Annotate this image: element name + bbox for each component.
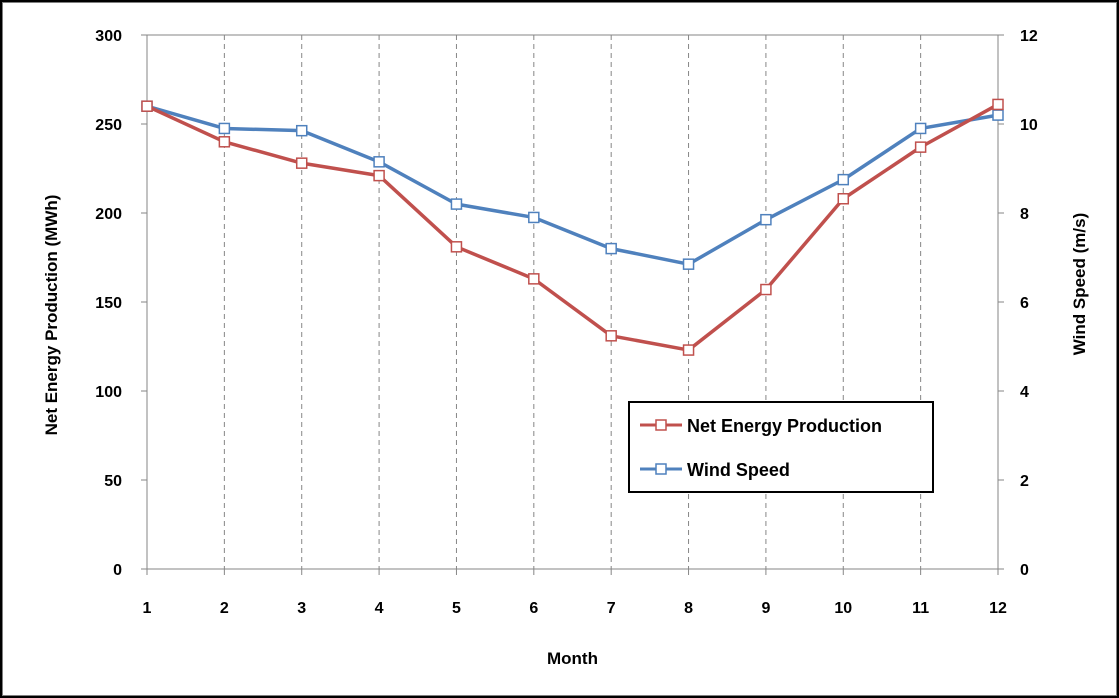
data-point-wind-speed xyxy=(528,211,540,224)
data-point-wind-speed xyxy=(605,242,617,255)
x-tick-label: 1 xyxy=(143,600,152,617)
y-tick-label: 150 xyxy=(95,295,122,312)
y-tick-label: 100 xyxy=(95,384,122,401)
series-layer xyxy=(141,98,1004,356)
y-tick-label: 200 xyxy=(95,206,122,223)
data-point-net-energy-production xyxy=(605,330,617,342)
y-axis-right-title: Wind Speed (m/s) xyxy=(1070,213,1089,355)
y2-tick-label: 8 xyxy=(1020,206,1029,223)
legend: Net Energy Production Wind Speed xyxy=(628,401,934,493)
series-line-net-energy-production xyxy=(146,102,999,352)
x-tick-label: 6 xyxy=(529,600,538,617)
data-point-wind-speed xyxy=(218,122,231,135)
legend-label-net-energy: Net Energy Production xyxy=(687,416,882,436)
data-point-net-energy-production xyxy=(295,157,308,169)
y2-tick-label: 10 xyxy=(1020,117,1038,134)
data-point-wind-speed xyxy=(914,122,927,135)
legend-marker-net-energy xyxy=(655,419,667,431)
x-tick-label: 7 xyxy=(607,600,616,617)
data-point-net-energy-production xyxy=(450,241,463,253)
x-tick-label: 4 xyxy=(375,600,384,617)
series-line-wind-speed xyxy=(146,104,999,266)
data-point-wind-speed xyxy=(837,173,850,186)
x-tick-label: 12 xyxy=(989,600,1007,617)
y-tick-label: 300 xyxy=(95,28,122,45)
x-axis-title: Month xyxy=(547,649,598,668)
data-point-net-energy-production xyxy=(914,141,927,153)
x-tick-label: 3 xyxy=(297,600,306,617)
legend-label-wind-speed: Wind Speed xyxy=(687,460,790,480)
y2-tick-label: 12 xyxy=(1020,28,1038,45)
data-point-net-energy-production xyxy=(760,283,772,296)
y-tick-label: 250 xyxy=(95,117,122,134)
data-point-wind-speed xyxy=(295,124,308,137)
data-point-wind-speed xyxy=(373,156,385,168)
data-point-wind-speed xyxy=(682,258,695,270)
data-point-net-energy-production xyxy=(218,136,231,148)
y-axis-right: 0 2 4 6 8 10 12 xyxy=(998,28,1038,579)
x-tick-label: 5 xyxy=(452,600,461,617)
x-tick-label: 8 xyxy=(684,600,693,617)
data-point-net-energy-production xyxy=(141,100,153,112)
data-point-net-energy-production xyxy=(528,273,540,285)
data-point-net-energy-production xyxy=(373,169,385,182)
y2-tick-label: 6 xyxy=(1020,295,1029,312)
y2-tick-label: 2 xyxy=(1020,473,1029,490)
y-axis-left: 0 50 100 150 200 250 300 xyxy=(95,28,147,579)
data-point-net-energy-production xyxy=(682,344,695,356)
data-point-wind-speed xyxy=(760,213,772,226)
legend-box xyxy=(628,401,934,493)
y-tick-label: 0 xyxy=(113,562,122,579)
x-tick-label: 9 xyxy=(761,600,770,617)
legend-marker-wind-speed xyxy=(655,463,667,475)
data-point-wind-speed xyxy=(992,109,1004,121)
data-point-wind-speed xyxy=(450,198,463,210)
x-tick-label: 2 xyxy=(220,600,229,617)
y-tick-label: 50 xyxy=(104,473,122,490)
y-axis-left-title: Net Energy Production (MWh) xyxy=(42,195,61,436)
y2-tick-label: 0 xyxy=(1020,562,1029,579)
x-tick-label: 10 xyxy=(834,600,852,617)
y2-tick-label: 4 xyxy=(1020,384,1029,401)
data-point-net-energy-production xyxy=(992,98,1004,111)
x-axis: 1 2 3 4 5 6 7 8 9 10 11 12 xyxy=(143,569,1007,617)
data-point-net-energy-production xyxy=(837,193,850,205)
x-tick-label: 11 xyxy=(912,600,929,617)
